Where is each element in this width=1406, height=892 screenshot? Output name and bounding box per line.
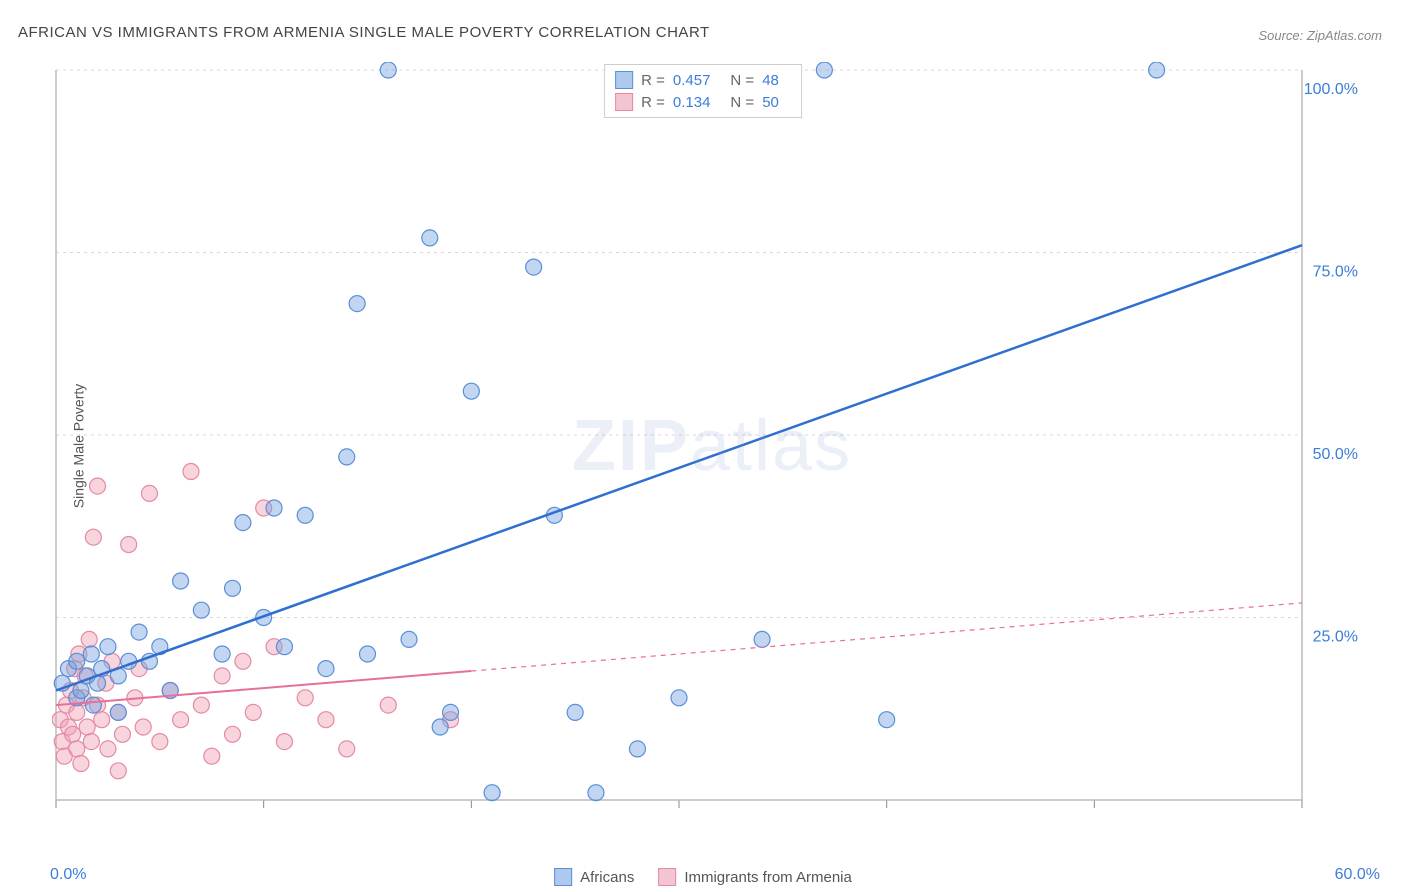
correlation-legend: R = 0.457 N = 48 R = 0.134 N = 50 [604,64,802,118]
legend-row-africans: R = 0.457 N = 48 [615,69,791,91]
scatter-chart-svg: 25.0% 50.0% 75.0% 100.0% [52,62,1372,830]
legend-label-africans: Africans [580,869,634,886]
swatch-armenia-bottom [658,868,676,886]
r-value-africans: 0.457 [673,72,711,89]
swatch-africans [615,71,633,89]
legend-item-africans: Africans [554,868,634,886]
swatch-armenia [615,93,633,111]
legend-item-armenia: Immigrants from Armenia [658,868,852,886]
x-axis-max-label: 60.0% [1335,866,1380,884]
n-value-armenia: 50 [762,94,779,111]
legend-label-armenia: Immigrants from Armenia [684,869,852,886]
r-label: R = [641,72,665,89]
svg-text:100.0%: 100.0% [1304,81,1358,98]
series-legend: Africans Immigrants from Armenia [554,868,852,886]
n-value-africans: 48 [762,72,779,89]
x-axis-min-label: 0.0% [50,866,86,884]
swatch-africans-bottom [554,868,572,886]
source-attribution: Source: ZipAtlas.com [1258,28,1382,43]
svg-text:50.0%: 50.0% [1313,446,1358,463]
r-label: R = [641,94,665,111]
chart-title: AFRICAN VS IMMIGRANTS FROM ARMENIA SINGL… [18,24,710,41]
svg-text:75.0%: 75.0% [1313,264,1358,281]
chart-area: 25.0%50.0%75.0%100.0% ZIPatlas [52,62,1372,830]
n-label: N = [730,94,754,111]
n-label: N = [730,72,754,89]
legend-row-armenia: R = 0.134 N = 50 [615,91,791,113]
svg-text:25.0%: 25.0% [1313,629,1358,646]
r-value-armenia: 0.134 [673,94,711,111]
